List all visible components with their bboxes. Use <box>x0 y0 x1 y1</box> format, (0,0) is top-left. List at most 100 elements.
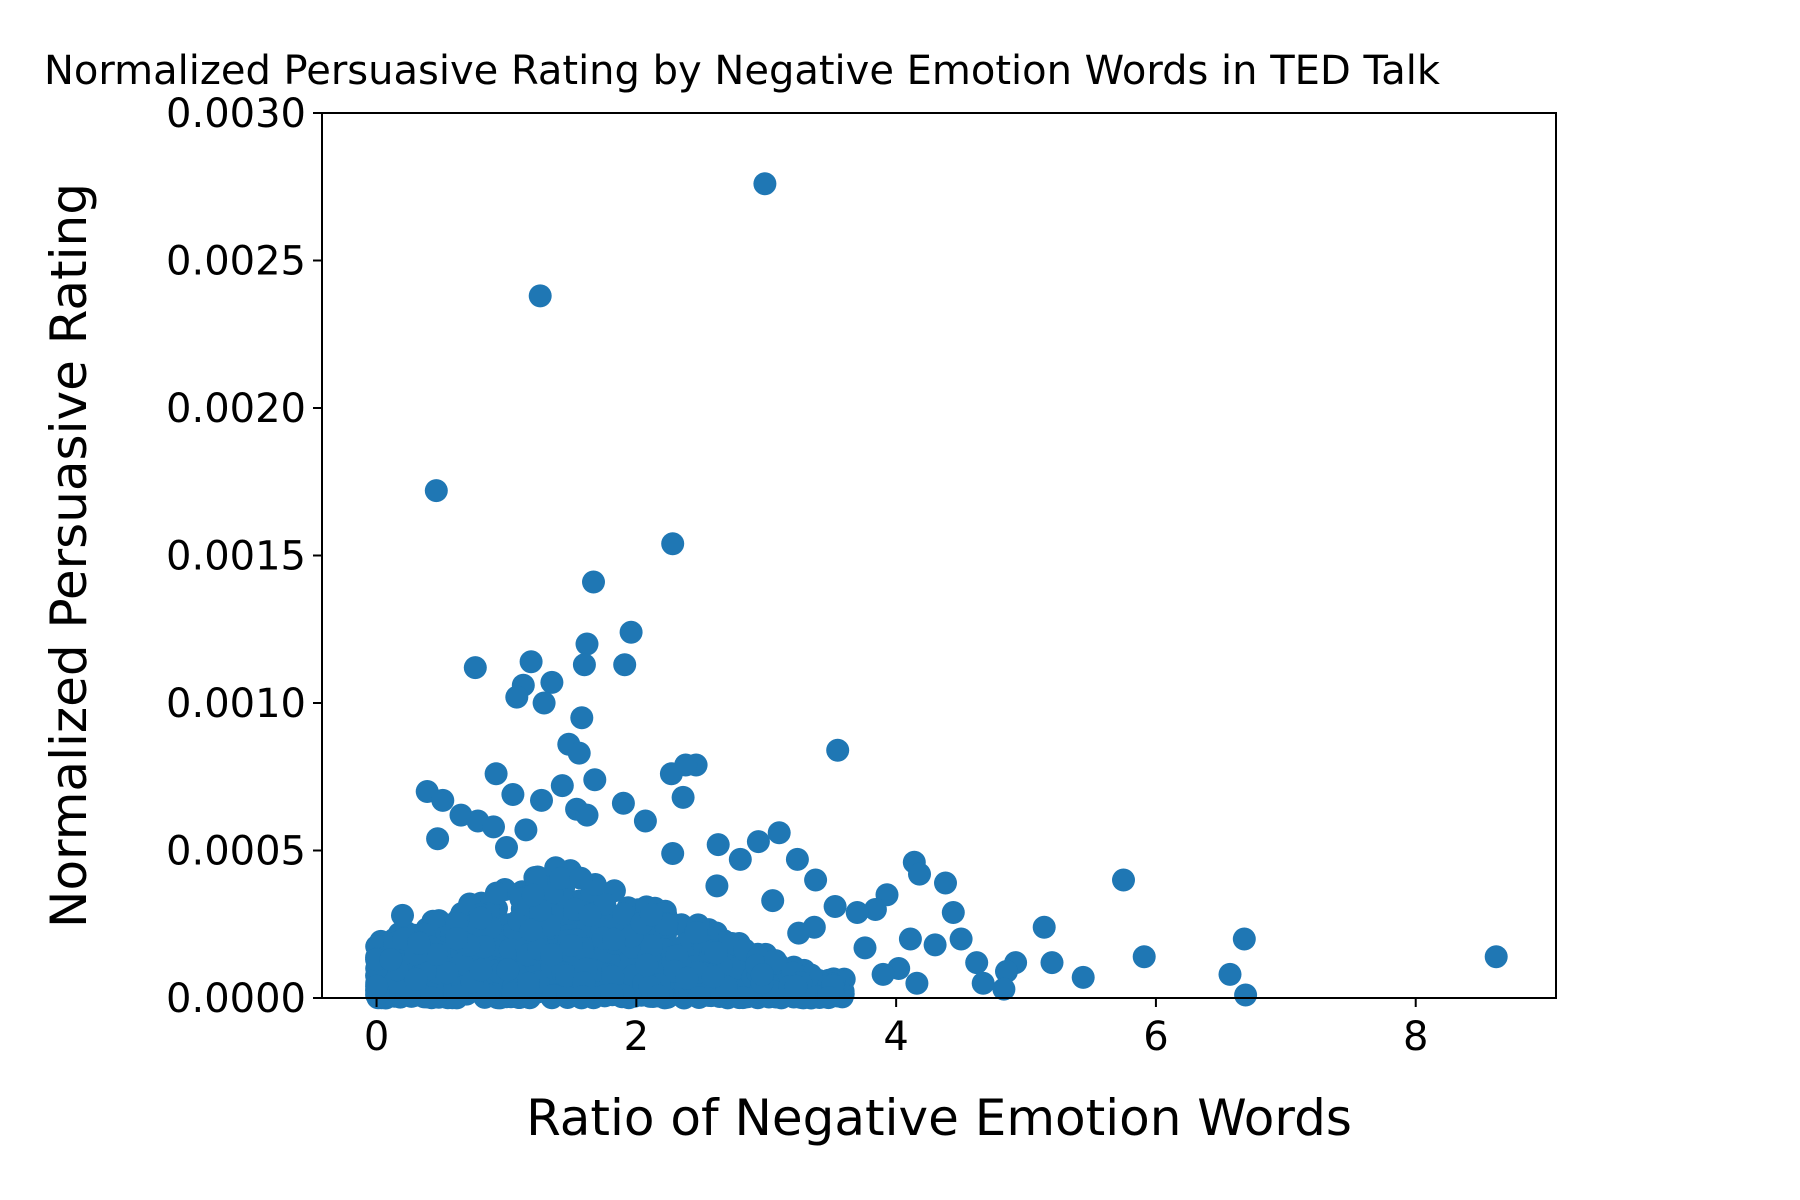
data-point <box>863 898 887 921</box>
data-point <box>407 931 431 955</box>
data-point <box>659 762 683 786</box>
y-tick-label: 0.0030 <box>166 91 306 137</box>
data-point <box>365 974 389 998</box>
y-tick-label: 0.0020 <box>166 386 306 432</box>
data-point <box>1071 965 1095 989</box>
data-point <box>784 974 808 998</box>
data-point <box>521 883 545 907</box>
data-point <box>1484 945 1508 969</box>
data-point <box>519 650 543 674</box>
data-point <box>1132 945 1156 969</box>
data-point <box>425 943 449 966</box>
data-point <box>501 783 525 806</box>
data-point <box>1218 962 1242 986</box>
data-point <box>684 921 708 944</box>
chart-title: Normalized Persuasive Rating by Negative… <box>44 48 1441 94</box>
y-tick-label: 0.0025 <box>166 239 306 285</box>
data-point <box>1032 915 1056 939</box>
data-point <box>785 847 809 871</box>
data-point <box>549 866 573 890</box>
data-point <box>949 927 973 951</box>
data-point <box>469 958 493 982</box>
data-point <box>550 774 574 798</box>
data-point <box>761 889 785 913</box>
y-axis: 0.0000 0.0005 0.0010 0.0015 0.0020 0.0025 0.00… <box>166 91 322 1022</box>
x-tick-label: 6 <box>1143 1014 1168 1060</box>
data-point <box>446 984 469 1008</box>
data-point <box>469 906 493 930</box>
data-point <box>753 172 777 196</box>
data-point <box>540 670 564 694</box>
y-tick-label: 0.0005 <box>166 829 306 875</box>
data-point <box>570 706 594 730</box>
data-point <box>572 653 596 677</box>
data-point <box>871 962 895 986</box>
data-point <box>1232 927 1256 951</box>
data-point <box>379 948 403 972</box>
data-point <box>559 934 583 957</box>
data-point <box>495 836 518 859</box>
data-point <box>661 842 685 865</box>
y-tick-label: 0.0010 <box>166 681 306 727</box>
data-point <box>514 818 538 842</box>
y-tick-label: 0.0015 <box>166 534 306 580</box>
data-point <box>804 868 828 892</box>
data-point <box>898 927 922 951</box>
data-point <box>575 803 599 827</box>
data-point <box>640 934 663 958</box>
x-tick-label: 2 <box>624 1014 649 1060</box>
data-point <box>424 479 448 503</box>
data-point <box>530 788 553 812</box>
data-point <box>971 971 995 995</box>
data-point <box>519 918 543 942</box>
y-tick-label: 0.0000 <box>166 976 306 1022</box>
data-point <box>611 791 635 815</box>
data-point <box>482 815 505 839</box>
data-point <box>583 768 607 792</box>
data-point <box>463 656 487 680</box>
data-point <box>639 903 663 927</box>
data-point <box>706 833 730 857</box>
data-point <box>823 895 847 918</box>
data-point <box>746 830 770 854</box>
data-point <box>613 653 637 677</box>
data-point <box>853 936 877 960</box>
data-point <box>635 953 659 977</box>
data-point <box>582 570 605 594</box>
data-point <box>965 951 989 975</box>
data-point <box>612 902 635 926</box>
data-point <box>826 738 850 762</box>
data-point <box>484 881 508 905</box>
data-point <box>571 985 595 1009</box>
data-point <box>905 971 929 995</box>
data-point <box>675 966 699 990</box>
data-point <box>575 632 599 656</box>
data-point <box>484 762 508 786</box>
y-axis-title: Normalized Persuasive Rating <box>40 183 98 928</box>
data-point <box>532 691 556 715</box>
data-point <box>578 903 602 927</box>
data-point <box>498 937 522 961</box>
data-point <box>505 685 529 709</box>
data-point <box>426 827 450 851</box>
data-point <box>787 921 811 945</box>
data-point <box>391 903 414 927</box>
data-point <box>845 901 869 924</box>
data-point <box>705 874 729 898</box>
data-point <box>941 901 965 924</box>
data-point <box>528 284 552 308</box>
data-point <box>661 532 685 556</box>
data-point <box>435 961 459 985</box>
data-point <box>908 862 931 886</box>
data-point <box>602 927 626 951</box>
data-point <box>671 785 695 809</box>
data-points <box>365 172 1508 1010</box>
data-point <box>647 984 670 1008</box>
data-point <box>923 933 947 957</box>
data-point <box>1234 983 1258 1007</box>
data-point <box>750 963 774 987</box>
x-tick-label: 8 <box>1403 1014 1428 1060</box>
data-point <box>540 943 563 967</box>
